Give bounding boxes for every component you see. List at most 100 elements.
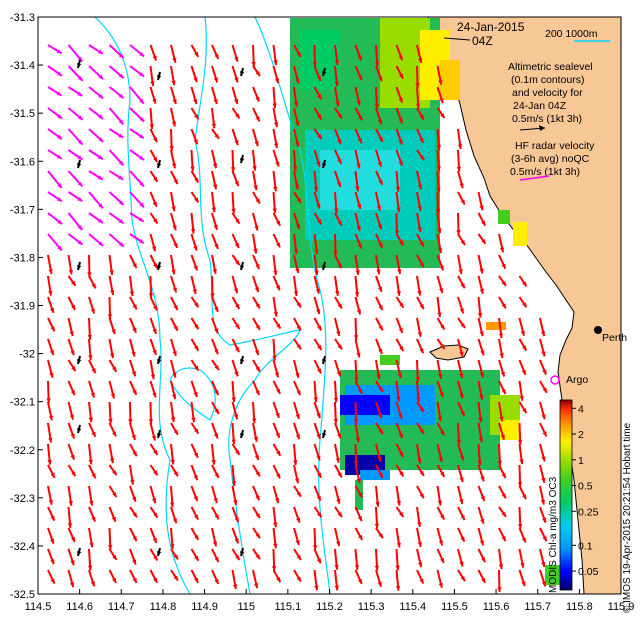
radar-velocity-arrow — [190, 443, 199, 459]
altimetry-sparse-vector — [239, 429, 245, 439]
radar-velocity-arrow — [498, 275, 507, 287]
radar-velocity-arrow — [416, 506, 422, 527]
radar-velocity-arrow — [375, 569, 383, 587]
altimetry-velocity-arrow — [67, 149, 84, 161]
radar-velocity-arrow — [149, 569, 158, 584]
radar-velocity-arrow — [477, 254, 484, 274]
radar-velocity-arrow — [436, 254, 445, 271]
altimetry-velocity-arrow — [47, 149, 63, 160]
radar-velocity-arrow — [498, 296, 507, 309]
radar-velocity-arrow — [129, 422, 136, 441]
radar-velocity-arrow — [334, 149, 343, 165]
radar-velocity-arrow — [436, 296, 442, 318]
radar-velocity-arrow — [211, 443, 216, 465]
radar-velocity-arrow — [313, 338, 323, 351]
lat-tick-label: -31.4 — [10, 60, 35, 72]
altimetry-sparse-vector — [321, 67, 327, 77]
radar-velocity-arrow — [108, 485, 118, 498]
radar-velocity-arrow — [375, 254, 381, 275]
radar-velocity-arrow — [498, 506, 507, 518]
radar-velocity-arrow — [457, 527, 466, 543]
radar-velocity-arrow — [47, 401, 54, 421]
radar-velocity-arrow — [87, 317, 92, 340]
radar-velocity-arrow — [497, 569, 502, 592]
altimetry-velocity-arrow — [47, 191, 63, 203]
radar-velocity-arrow — [293, 443, 298, 466]
altimetry-sparse-vector — [156, 547, 162, 557]
radar-velocity-arrow — [149, 506, 159, 519]
altimetry-velocity-arrow — [67, 128, 84, 146]
radar-velocity-arrow — [436, 464, 446, 478]
radar-velocity-arrow — [457, 485, 464, 505]
radar-velocity-arrow — [498, 422, 506, 440]
radar-velocity-arrow — [231, 317, 241, 330]
radar-velocity-arrow — [170, 44, 177, 63]
radar-velocity-arrow — [416, 380, 421, 402]
radar-velocity-arrow — [293, 422, 301, 440]
radar-velocity-arrow — [148, 401, 154, 424]
radar-velocity-arrow — [457, 464, 464, 483]
radar-velocity-arrow — [354, 464, 361, 484]
radar-velocity-arrow — [518, 548, 525, 568]
lon-tick-label: 115.3 — [358, 601, 385, 613]
radar-velocity-arrow — [272, 443, 282, 457]
radar-velocity-arrow — [334, 548, 339, 570]
radar-velocity-arrow — [293, 380, 302, 396]
radar-velocity-arrow — [190, 401, 196, 423]
radar-velocity-arrow — [190, 44, 200, 58]
radar-velocity-arrow — [170, 506, 178, 524]
radar-velocity-arrow — [170, 527, 175, 549]
radar-velocity-arrow — [170, 443, 175, 465]
radar-velocity-arrow — [436, 422, 446, 436]
radar-velocity-arrow — [272, 485, 280, 504]
radar-velocity-arrow — [190, 569, 200, 584]
radar-velocity-arrow — [354, 212, 361, 232]
radar-velocity-arrow — [211, 107, 216, 129]
radar-velocity-arrow — [170, 149, 177, 169]
radar-velocity-arrow — [436, 506, 446, 521]
radar-velocity-arrow — [47, 338, 55, 356]
radar-velocity-arrow — [416, 443, 422, 464]
radar-velocity-arrow — [416, 317, 422, 338]
radar-velocity-arrow — [149, 44, 158, 61]
radar-velocity-arrow — [129, 338, 136, 357]
altimetry-sparse-vector — [76, 159, 82, 169]
radar-velocity-arrow — [395, 401, 403, 419]
radar-velocity-arrow — [334, 128, 342, 145]
radar-velocity-arrow — [108, 275, 115, 296]
radar-velocity-arrow — [252, 191, 261, 205]
title-arrow — [443, 37, 471, 41]
radar-velocity-arrow — [539, 422, 548, 437]
altimetry-velocity-arrow — [129, 86, 145, 105]
radar-velocity-arrow — [456, 212, 461, 235]
radar-velocity-arrow — [477, 212, 487, 227]
radar-velocity-arrow — [211, 86, 218, 105]
perth-marker — [594, 326, 602, 334]
radar-velocity-arrow — [190, 338, 200, 352]
radar-velocity-arrow — [477, 485, 486, 502]
radar-velocity-arrow — [272, 317, 282, 330]
radar-velocity-arrow — [88, 569, 96, 587]
radar-velocity-arrow — [211, 65, 219, 83]
radar-velocity-arrow — [416, 128, 425, 144]
radar-velocity-arrow — [518, 380, 524, 401]
radar-velocity-arrow — [67, 506, 73, 528]
radar-velocity-arrow — [354, 65, 363, 81]
altimetry-velocity-arrow — [108, 128, 124, 139]
radar-velocity-arrow — [539, 317, 546, 337]
radar-velocity-arrow — [190, 464, 199, 481]
radar-velocity-arrow — [313, 380, 318, 403]
radar-velocity-arrow — [67, 401, 75, 420]
radar-velocity-arrow — [252, 128, 259, 147]
altimetry-velocity-arrow — [129, 107, 145, 123]
altimetry-legend: Altimetric sealevel (0.1m contours) and … — [508, 61, 593, 131]
radar-velocity-arrow — [190, 506, 200, 521]
radar-velocity-arrow — [457, 443, 465, 461]
altimetry-velocity-arrow — [67, 86, 83, 97]
radar-velocity-arrow — [477, 338, 485, 356]
radar-velocity-arrow — [170, 233, 179, 249]
radar-velocity-arrow — [88, 380, 96, 398]
radar-velocity-arrow — [416, 107, 425, 121]
radar-velocity-arrow — [67, 359, 77, 372]
radar-velocity-arrow — [416, 527, 422, 547]
